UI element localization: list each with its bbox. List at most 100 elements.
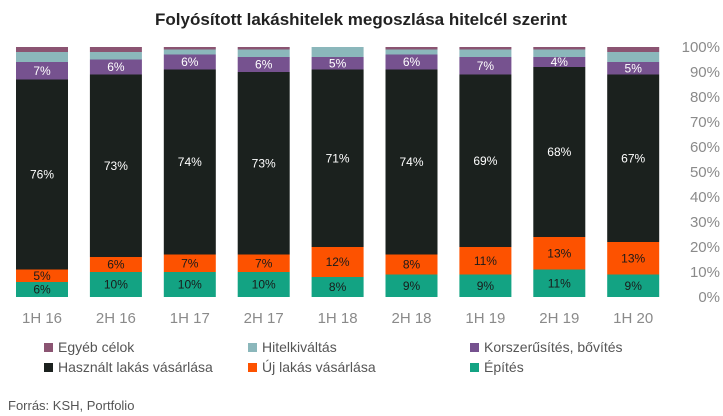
- bar-segment: [16, 47, 68, 52]
- bar-segment: [533, 67, 586, 237]
- data-label: 6%: [33, 283, 51, 297]
- bar-stack: 10% 7% 74% 6%: [163, 47, 216, 297]
- bar-segment: [89, 59, 142, 75]
- data-label: 5%: [329, 56, 347, 70]
- bar-stack: 9% 13% 67% 5%: [607, 47, 660, 297]
- bar-segment: [607, 242, 660, 275]
- data-label: 13%: [621, 251, 645, 265]
- y-tick-label: 100%: [682, 39, 720, 56]
- data-label: 5%: [33, 269, 51, 283]
- legend-item: Hitelkiváltás: [248, 339, 337, 355]
- x-tick-label: 2H 17: [244, 310, 284, 327]
- data-label: 11%: [474, 254, 497, 268]
- x-tick-label: 2H 16: [96, 310, 136, 327]
- source-note: Forrás: KSH, Portfolio: [8, 398, 134, 413]
- bar-segment: [533, 49, 586, 57]
- bar-segment: [163, 272, 216, 297]
- bar-segment: [385, 54, 438, 70]
- data-label: 6%: [181, 55, 199, 69]
- bar-segment: [163, 254, 216, 272]
- bar-stack: 8% 12% 71% 5%: [311, 47, 364, 297]
- data-label: 9%: [625, 279, 643, 293]
- bar-segment: [89, 272, 142, 297]
- bar-segment: [311, 69, 364, 247]
- y-tick-label: 60%: [690, 139, 720, 156]
- bar-segment: [459, 274, 512, 297]
- bar-segment: [163, 69, 216, 255]
- data-label: 6%: [107, 60, 125, 74]
- y-tick-label: 30%: [690, 214, 720, 231]
- x-tick-label: 1H 20: [613, 310, 653, 327]
- legend-swatch: [248, 363, 257, 372]
- legend-label: Használt lakás vásárlása: [58, 359, 213, 375]
- bars-layer: 6%5%76%7%10%6%73%6%10%7%74%6%10%7%73%6%8…: [16, 47, 660, 297]
- data-label: 12%: [326, 255, 350, 269]
- bar-stack: 9% 11% 69% 7%: [459, 47, 512, 297]
- x-tick-label: 1H 18: [318, 310, 358, 327]
- bar-segment: [533, 47, 586, 50]
- bar-stack: 9% 8% 74% 6%: [385, 47, 438, 297]
- legend-item: Építés: [470, 359, 524, 375]
- y-tick-label: 10%: [690, 264, 720, 281]
- data-label: 11%: [548, 276, 571, 290]
- bar-segment: [163, 47, 216, 50]
- y-tick-label: 40%: [690, 189, 720, 206]
- y-tick-label: 90%: [690, 64, 720, 81]
- y-tick-label: 80%: [690, 89, 720, 106]
- x-axis: 1H 16 2H 16 1H 17 2H 17 1H 18 2H 18 1H 19 2H 19…: [22, 310, 653, 327]
- bar-segment: [163, 54, 216, 70]
- bar-segment: [311, 247, 364, 277]
- data-label: 67%: [621, 151, 645, 165]
- bar-segment: [385, 47, 438, 50]
- legend-item: Korszerűsítés, bővítés: [470, 339, 623, 355]
- data-label: 74%: [178, 155, 202, 169]
- data-label: 7%: [181, 256, 199, 270]
- legend-item: Új lakás vásárlása: [248, 359, 376, 375]
- data-label: 10%: [178, 278, 202, 292]
- bar-segment: [385, 274, 438, 297]
- data-label: 4%: [551, 55, 569, 69]
- legend-item: Egyéb célok: [44, 339, 135, 355]
- legend-swatch: [470, 343, 479, 352]
- y-tick-label: 70%: [690, 114, 720, 131]
- legend-swatch: [44, 343, 53, 352]
- data-label: 7%: [33, 64, 51, 78]
- bar-segment: [16, 62, 68, 80]
- bar-segment: [311, 57, 364, 70]
- x-tick-label: 1H 17: [170, 310, 210, 327]
- bar-segment: [607, 274, 660, 297]
- data-label: 8%: [329, 280, 347, 294]
- bar-segment: [237, 254, 290, 272]
- bar-segment: [607, 47, 660, 52]
- bar-stack: 10% 6% 73% 6%: [89, 47, 142, 297]
- bar-segment: [385, 69, 438, 255]
- bar-segment: [16, 282, 68, 297]
- bar-stack: 10% 7% 73% 6%: [237, 47, 290, 297]
- data-label: 69%: [473, 154, 497, 168]
- bar-segment: [89, 52, 142, 60]
- data-label: 68%: [547, 145, 571, 159]
- y-axis: 0% 10% 20% 30% 40% 50% 60% 70% 80% 90% 100%: [682, 39, 720, 306]
- bar-segment: [237, 47, 290, 50]
- data-label: 10%: [104, 278, 128, 292]
- y-tick-label: 0%: [698, 289, 720, 306]
- bar-segment: [311, 277, 364, 297]
- bar-segment: [459, 247, 512, 275]
- data-label: 6%: [107, 258, 125, 272]
- data-label: 13%: [547, 246, 571, 260]
- data-label: 8%: [403, 258, 421, 272]
- legend-label: Hitelkiváltás: [262, 339, 337, 355]
- bar-segment: [459, 49, 512, 57]
- y-tick-label: 20%: [690, 239, 720, 256]
- x-tick-label: 1H 19: [465, 310, 505, 327]
- bar-segment: [459, 57, 512, 75]
- bar-segment: [16, 269, 68, 282]
- data-label: 71%: [326, 151, 350, 165]
- legend-swatch: [470, 363, 479, 372]
- bar-segment: [163, 49, 216, 55]
- data-label: 74%: [399, 155, 423, 169]
- bar-segment: [607, 52, 660, 62]
- bar-segment: [607, 62, 660, 75]
- bar-segment: [89, 47, 142, 52]
- bar-segment: [533, 237, 586, 270]
